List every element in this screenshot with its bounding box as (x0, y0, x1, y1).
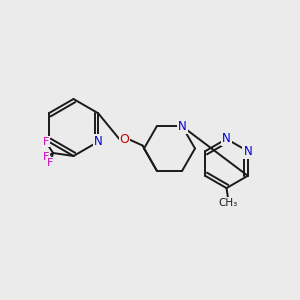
Text: F: F (47, 158, 53, 168)
Text: N: N (222, 132, 231, 146)
Text: N: N (94, 135, 103, 148)
Text: F: F (42, 136, 49, 147)
Text: O: O (120, 133, 129, 146)
Text: N: N (178, 120, 187, 133)
Text: CH₃: CH₃ (218, 197, 238, 208)
Text: F: F (42, 152, 49, 163)
Text: N: N (243, 145, 252, 158)
